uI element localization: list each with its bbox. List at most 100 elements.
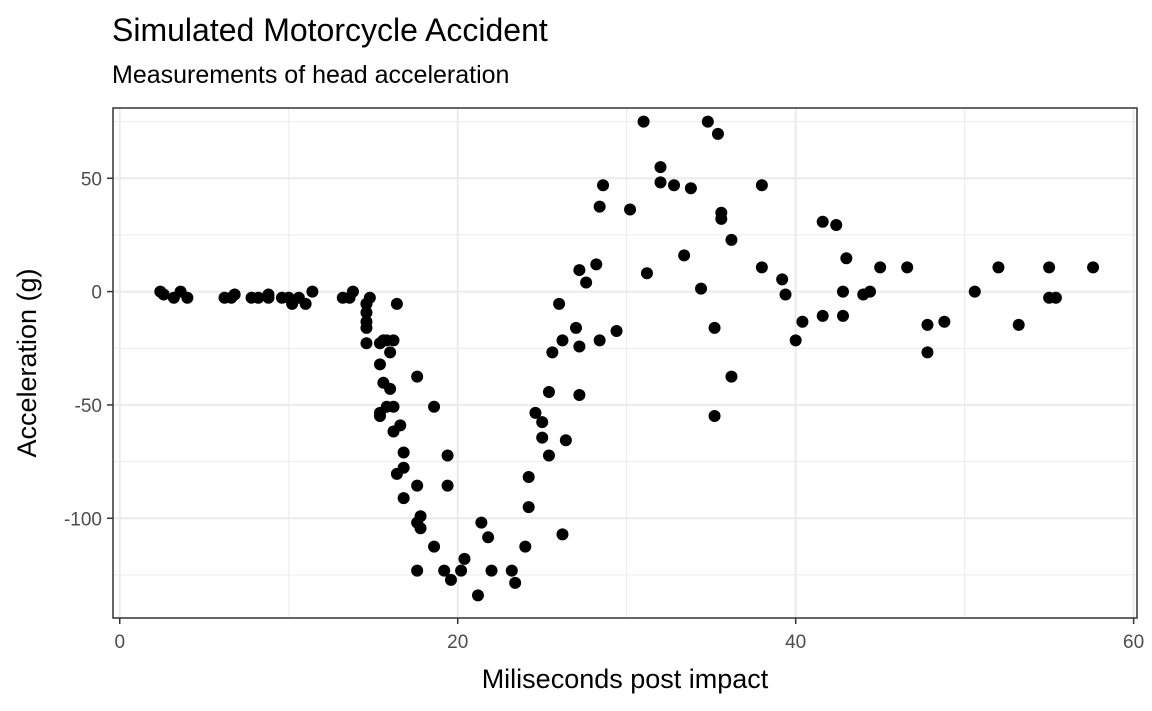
data-point: [684, 182, 697, 195]
data-point: [522, 501, 535, 514]
data-point: [796, 315, 809, 328]
y-tick-label: 50: [81, 169, 102, 190]
data-point: [428, 400, 441, 413]
data-point: [637, 115, 650, 128]
data-point: [830, 218, 843, 231]
data-point: [836, 285, 849, 298]
y-tick-label: 0: [91, 283, 102, 304]
data-point: [428, 540, 441, 553]
data-point: [708, 410, 721, 423]
data-point: [755, 179, 768, 192]
data-point: [864, 285, 877, 298]
chart-subtitle: Measurements of head acceleration: [112, 61, 509, 89]
data-point: [580, 276, 593, 289]
data-point: [901, 261, 914, 274]
data-point: [411, 479, 424, 492]
data-point: [779, 288, 792, 301]
data-point: [968, 285, 981, 298]
data-point: [1043, 261, 1056, 274]
data-point: [816, 215, 829, 228]
data-point: [363, 291, 376, 304]
data-point: [394, 419, 407, 432]
y-tick-label: -50: [75, 396, 102, 417]
data-point: [397, 492, 410, 505]
data-point: [536, 431, 549, 444]
data-point: [360, 306, 373, 319]
x-tick-label: 60: [1123, 632, 1144, 653]
data-point: [373, 410, 386, 423]
data-point: [306, 285, 319, 298]
data-point: [593, 200, 606, 213]
data-point: [384, 346, 397, 359]
data-point: [1049, 291, 1062, 304]
data-point: [593, 334, 606, 347]
data-point: [262, 291, 275, 304]
data-point: [1012, 318, 1025, 331]
data-point: [360, 321, 373, 334]
y-tick-label: -100: [64, 509, 102, 530]
data-point: [387, 334, 400, 347]
data-point: [542, 386, 555, 399]
data-points: [154, 115, 1100, 602]
data-point: [346, 285, 359, 298]
panel-border: [112, 107, 1138, 619]
x-axis: 0 20 40 60: [114, 618, 1144, 653]
data-point: [384, 382, 397, 395]
data-point: [654, 161, 667, 174]
data-point: [708, 321, 721, 334]
data-point: [590, 258, 603, 271]
data-point: [840, 252, 853, 265]
data-point: [610, 325, 623, 338]
major-gridlines: [113, 108, 1137, 618]
data-point: [441, 479, 454, 492]
data-point: [181, 291, 194, 304]
data-point: [546, 346, 559, 359]
minor-gridlines: [113, 108, 1137, 618]
data-point: [390, 297, 403, 310]
x-tick-label: 0: [114, 632, 125, 653]
data-point: [938, 315, 951, 328]
data-point: [509, 576, 522, 589]
data-point: [458, 552, 471, 565]
data-point: [559, 434, 572, 447]
data-point: [816, 309, 829, 322]
data-point: [360, 337, 373, 350]
data-point: [701, 115, 714, 128]
data-point: [228, 288, 241, 301]
data-point: [624, 203, 637, 216]
data-point: [597, 179, 610, 192]
x-axis-title: Miliseconds post impact: [482, 664, 769, 694]
panel-background: [113, 108, 1137, 618]
data-point: [668, 179, 681, 192]
data-point: [411, 564, 424, 577]
data-point: [1087, 261, 1100, 274]
data-point: [482, 531, 495, 544]
data-point: [789, 334, 802, 347]
data-point: [654, 176, 667, 189]
data-point: [505, 564, 518, 577]
data-point: [921, 346, 934, 359]
data-point: [553, 297, 566, 310]
y-axis-title: Acceleration (g): [12, 268, 42, 457]
data-point: [573, 388, 586, 401]
plot-panel: [112, 107, 1138, 619]
data-point: [485, 564, 498, 577]
data-point: [921, 318, 934, 331]
data-point: [522, 471, 535, 484]
data-point: [414, 510, 427, 523]
data-point: [556, 528, 569, 541]
data-point: [725, 233, 738, 246]
x-tick-label: 20: [447, 632, 468, 653]
data-point: [411, 370, 424, 383]
data-point: [536, 416, 549, 429]
data-point: [387, 400, 400, 413]
data-point: [711, 127, 724, 140]
data-point: [252, 291, 265, 304]
chart-title: Simulated Motorcycle Accident: [112, 12, 548, 48]
data-point: [455, 564, 468, 577]
data-point: [475, 516, 488, 529]
data-point: [397, 461, 410, 474]
data-point: [444, 573, 457, 586]
data-point: [556, 334, 569, 347]
